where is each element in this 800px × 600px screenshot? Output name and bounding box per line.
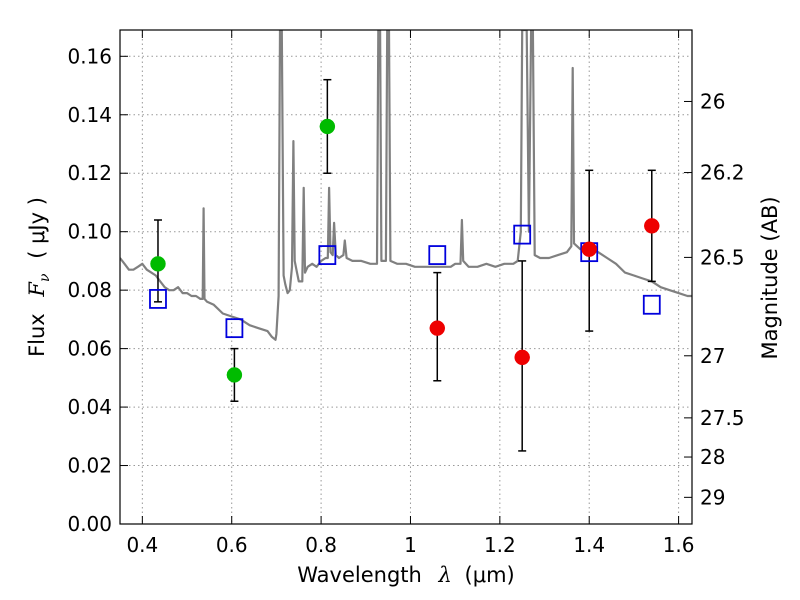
x-tick-label: 0.4 — [126, 533, 158, 557]
model-photometry-box — [513, 224, 532, 245]
magnitude-tick-label: 29 — [700, 485, 725, 509]
y-axis-label-unit: ( μJy ) — [25, 197, 49, 259]
observed-point-red — [514, 349, 530, 366]
x-axis-label-unit: (μm) — [465, 563, 515, 587]
observed-point-detection — [150, 256, 166, 272]
y-tick-label: 0.06 — [67, 337, 112, 361]
model-photometry-box — [149, 289, 167, 309]
y-tick-label: 0.10 — [67, 220, 112, 244]
y-axis-label-symbol: F — [25, 281, 49, 298]
model-photometry-box — [225, 318, 244, 339]
magnitude-tick-label: 27 — [700, 344, 725, 368]
y-axis-label-subscript: ν — [37, 273, 53, 282]
y-tick-label: 0.02 — [67, 454, 112, 478]
x-tick-label: 0.8 — [305, 533, 337, 557]
x-tick-label: 1 — [404, 533, 417, 557]
observed-point-red — [581, 241, 597, 257]
observed-point-red — [429, 320, 446, 336]
observed-point-detection — [226, 367, 243, 383]
y-tick-label: 0.16 — [67, 44, 112, 68]
observed-points-layer — [150, 118, 660, 383]
x-tick-label: 0.6 — [216, 533, 248, 557]
magnitude-tick-label: 26.2 — [700, 161, 745, 185]
spectrum-layer — [120, 30, 692, 341]
y-tick-label: 0.12 — [67, 161, 112, 185]
magnitude-tick-label: 28 — [700, 445, 725, 469]
x-axis-label-text: Wavelength — [297, 563, 422, 587]
y-axis-label-text: Flux — [25, 313, 49, 357]
x-tick-label: 1.2 — [484, 533, 516, 557]
observed-point-detection — [319, 118, 336, 135]
y-tick-label: 0.04 — [67, 395, 112, 419]
magnitude-tick-label: 26.5 — [700, 245, 745, 269]
y-tick-label: 0.14 — [67, 103, 112, 127]
observed-point-red — [644, 218, 660, 234]
y-tick-label: 0.08 — [67, 278, 112, 302]
y-tick-label: 0.00 — [67, 512, 112, 536]
model-spectrum-line — [120, 30, 692, 341]
model-photometry-box — [318, 245, 337, 265]
magnitude-tick-label: 27.5 — [700, 406, 745, 430]
axis-ticks: 0.4 0.6 0.8 1 1.2 1.4 1.6 0.00 0.02 0.04 0.06 0.08 0… — [67, 30, 745, 557]
plot-frame — [119, 29, 693, 525]
x-axis-label-symbol: λ — [438, 563, 452, 587]
x-axis-label: Wavelength λ (μm) — [297, 563, 514, 587]
plot-background — [120, 30, 692, 524]
x-tick-label: 1.6 — [663, 533, 695, 557]
x-tick-label: 1.4 — [573, 533, 605, 557]
y-axis-label: Flux Fν ( μJy ) — [25, 197, 54, 357]
magnitude-tick-label: 26 — [700, 89, 725, 113]
model-photometry-box — [428, 245, 447, 265]
y2-axis-label: Magnitude (AB) — [758, 196, 782, 359]
model-photometry-box — [642, 294, 661, 315]
